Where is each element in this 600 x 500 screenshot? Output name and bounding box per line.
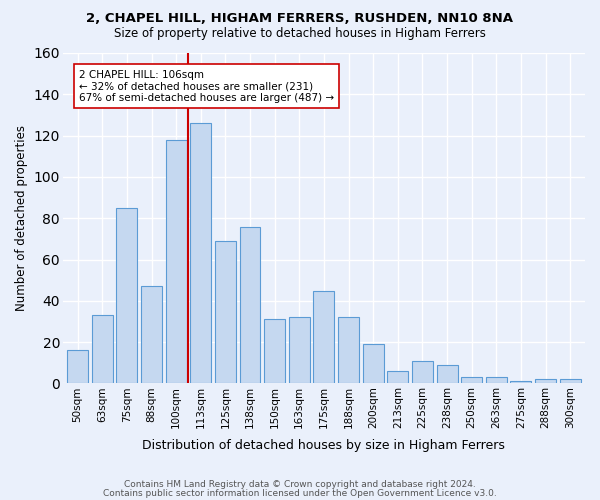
Bar — [461, 378, 482, 384]
Bar — [264, 320, 285, 384]
Bar — [363, 344, 383, 384]
Bar — [338, 318, 359, 384]
Text: 2 CHAPEL HILL: 106sqm
← 32% of detached houses are smaller (231)
67% of semi-det: 2 CHAPEL HILL: 106sqm ← 32% of detached … — [79, 70, 334, 102]
Bar — [116, 208, 137, 384]
Bar — [141, 286, 162, 384]
Bar — [215, 241, 236, 384]
Bar — [92, 316, 113, 384]
Bar — [313, 290, 334, 384]
Bar — [239, 226, 260, 384]
Text: Contains HM Land Registry data © Crown copyright and database right 2024.: Contains HM Land Registry data © Crown c… — [124, 480, 476, 489]
Text: Size of property relative to detached houses in Higham Ferrers: Size of property relative to detached ho… — [114, 28, 486, 40]
Text: Contains public sector information licensed under the Open Government Licence v3: Contains public sector information licen… — [103, 489, 497, 498]
Bar — [511, 382, 532, 384]
Text: 2, CHAPEL HILL, HIGHAM FERRERS, RUSHDEN, NN10 8NA: 2, CHAPEL HILL, HIGHAM FERRERS, RUSHDEN,… — [86, 12, 514, 26]
Bar — [437, 365, 458, 384]
Bar — [67, 350, 88, 384]
Bar — [535, 380, 556, 384]
Bar — [388, 371, 408, 384]
Y-axis label: Number of detached properties: Number of detached properties — [15, 125, 28, 311]
Bar — [560, 380, 581, 384]
Bar — [412, 361, 433, 384]
Bar — [486, 378, 507, 384]
Bar — [166, 140, 187, 384]
Bar — [190, 123, 211, 384]
Bar — [289, 318, 310, 384]
X-axis label: Distribution of detached houses by size in Higham Ferrers: Distribution of detached houses by size … — [142, 440, 505, 452]
